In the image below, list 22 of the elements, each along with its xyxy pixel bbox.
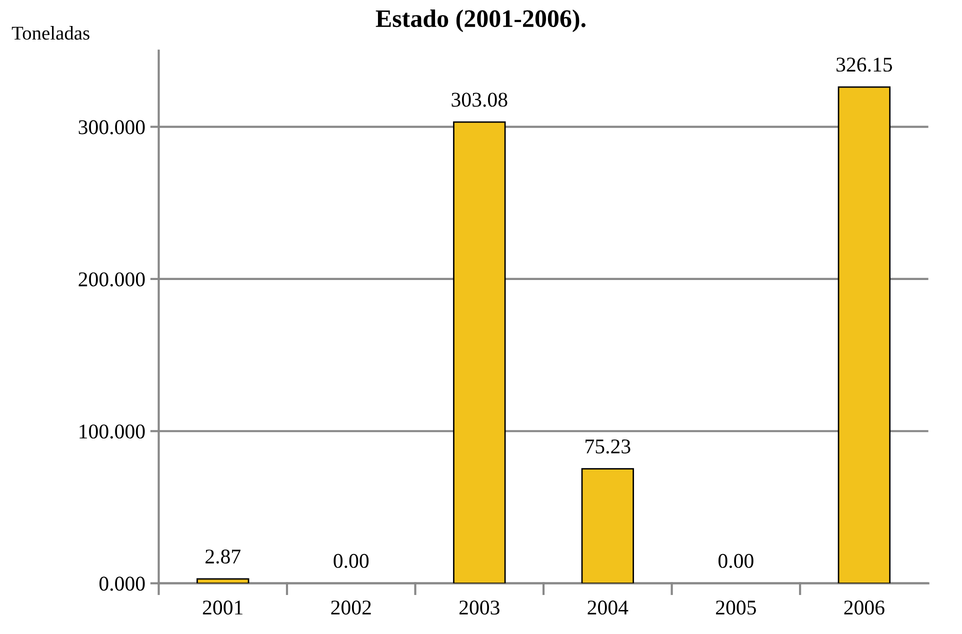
y-tick-label: 300.000: [78, 120, 145, 134]
data-label: 0.00: [718, 554, 754, 568]
data-label: 75.23: [586, 439, 630, 454]
data-label: 2.87: [206, 550, 240, 564]
x-tick-label: 2002: [331, 600, 371, 615]
x-tick-label: 2005: [716, 600, 756, 615]
bar: [196, 578, 250, 584]
data-label: 0.00: [334, 554, 369, 568]
x-tick-label: 2003: [459, 600, 500, 615]
x-tick-label: 2006: [844, 600, 884, 615]
data-label: 326.15: [836, 58, 892, 72]
bar: [838, 86, 891, 584]
data-label: 303.08: [452, 92, 508, 107]
bar: [581, 468, 634, 584]
y-axis-title: Toneladas: [12, 26, 90, 40]
y-tick-label: 100.000: [80, 424, 145, 439]
bar: [453, 121, 506, 584]
y-tick-label: 200.000: [78, 272, 145, 286]
x-tick-label: 2001: [202, 600, 242, 615]
chart-title: Estado (2001-2006).: [376, 10, 586, 32]
x-tick-label: 2004: [588, 600, 628, 615]
y-tick-label: 0.000: [99, 576, 145, 591]
